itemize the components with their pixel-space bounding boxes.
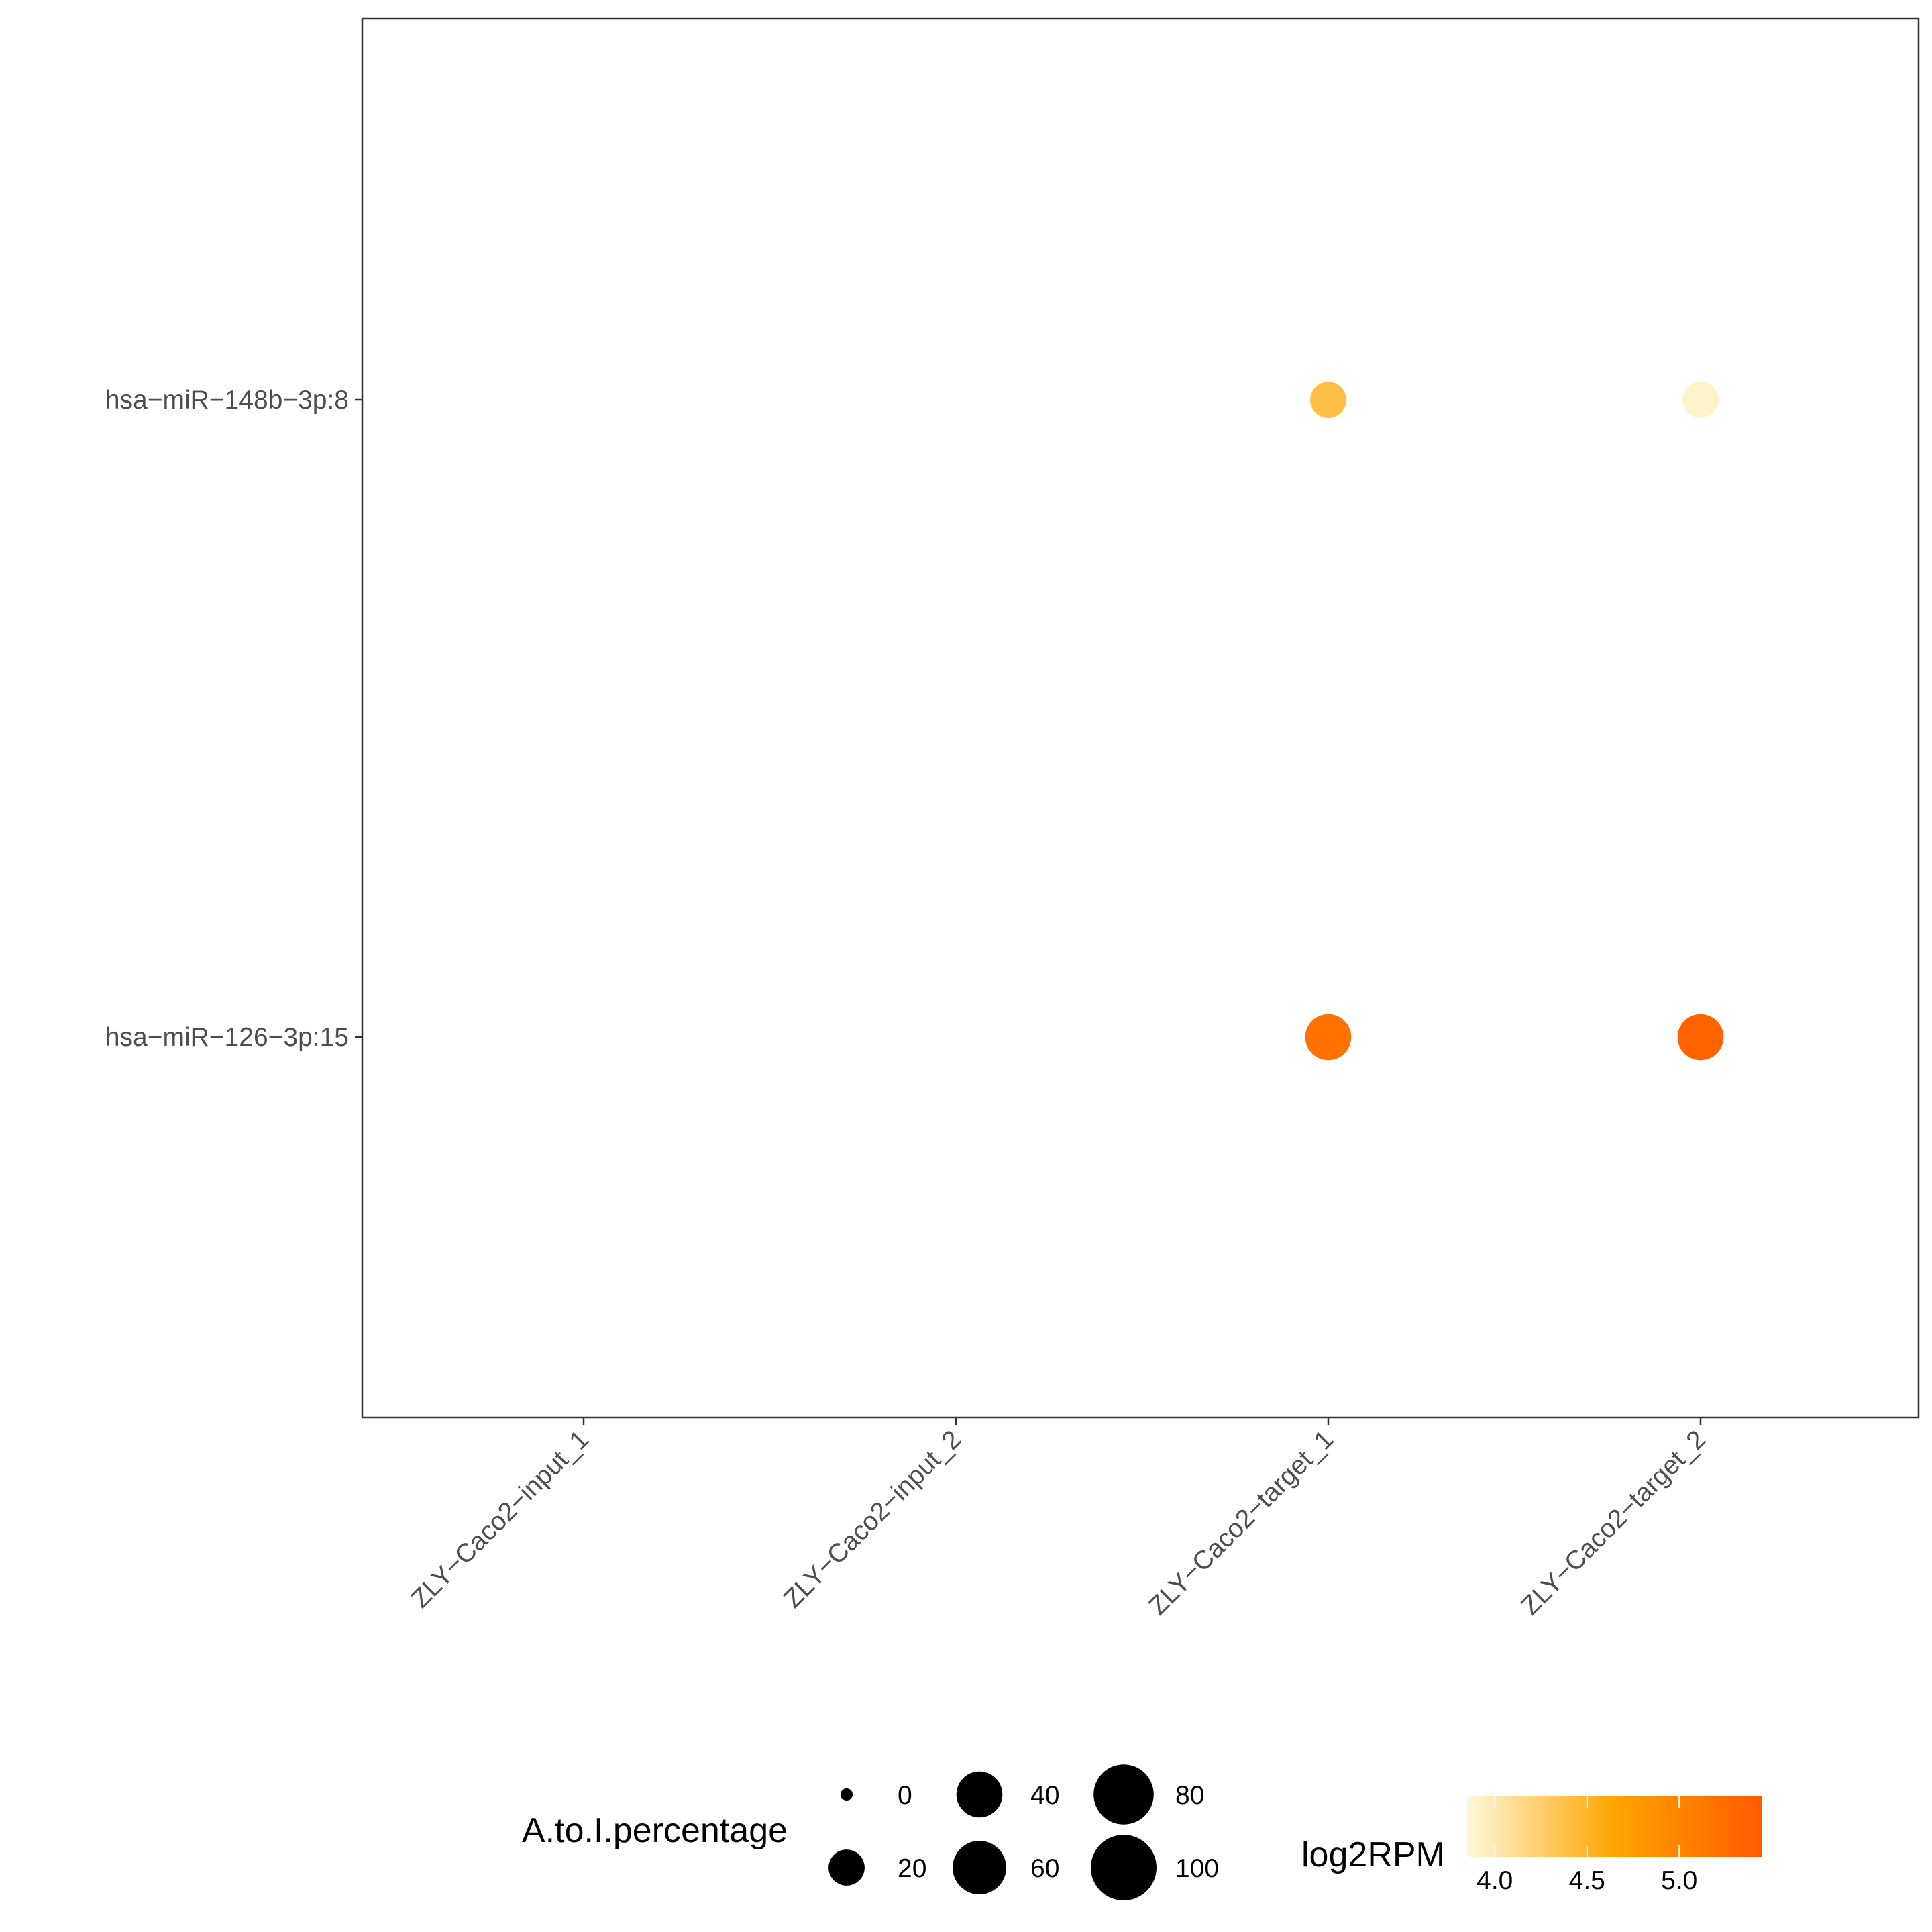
size-legend-label: 80 — [1175, 1781, 1204, 1810]
y-tick-label: hsa−miR−148b−3p:8 — [105, 386, 349, 415]
size-legend-key — [828, 1849, 865, 1886]
size-legend-key — [841, 1788, 853, 1801]
data-point — [1305, 1014, 1352, 1061]
color-legend-title: log2RPM — [1301, 1835, 1445, 1874]
x-tick-label: ZLY−Caco2−input_2 — [778, 1425, 967, 1613]
data-point — [1682, 382, 1719, 418]
x-tick-label: ZLY−Caco2−target_1 — [1143, 1425, 1339, 1621]
colorbar — [1467, 1796, 1762, 1857]
size-legend-label: 60 — [1030, 1854, 1059, 1883]
size-legend-label: 0 — [898, 1781, 912, 1810]
color-legend: log2RPM 4.0 4.5 5.0 — [1301, 1796, 1762, 1895]
colorbar-label: 4.5 — [1569, 1866, 1605, 1895]
x-tick-label: ZLY−Caco2−target_2 — [1515, 1425, 1711, 1621]
data-point — [1310, 382, 1346, 418]
plot-panel — [361, 17, 1920, 1419]
size-legend-key — [1093, 1764, 1154, 1825]
x-axis: ZLY−Caco2−input_1 ZLY−Caco2−input_2 ZLY−Ca… — [406, 1417, 1711, 1621]
data-point — [1677, 1014, 1724, 1061]
y-axis: hsa−miR−148b−3p:8 hsa−miR−126−3p:15 — [105, 386, 362, 1052]
size-legend-key — [953, 1841, 1006, 1894]
data-points — [1305, 382, 1724, 1061]
x-tick-label: ZLY−Caco2−input_1 — [406, 1425, 594, 1613]
y-tick-label: hsa−miR−126−3p:15 — [105, 1023, 349, 1052]
colorbar-label: 5.0 — [1661, 1866, 1697, 1895]
size-legend-key — [956, 1771, 1003, 1818]
size-legend-key — [1091, 1835, 1157, 1900]
size-legend-label: 20 — [898, 1854, 926, 1883]
colorbar-label: 4.0 — [1477, 1866, 1513, 1895]
size-legend-label: 40 — [1030, 1781, 1059, 1810]
size-legend-label: 100 — [1175, 1854, 1219, 1883]
size-legend: A.to.I.percentage 0 20 40 60 80 100 — [522, 1764, 1219, 1900]
size-legend-title: A.to.I.percentage — [522, 1811, 788, 1850]
